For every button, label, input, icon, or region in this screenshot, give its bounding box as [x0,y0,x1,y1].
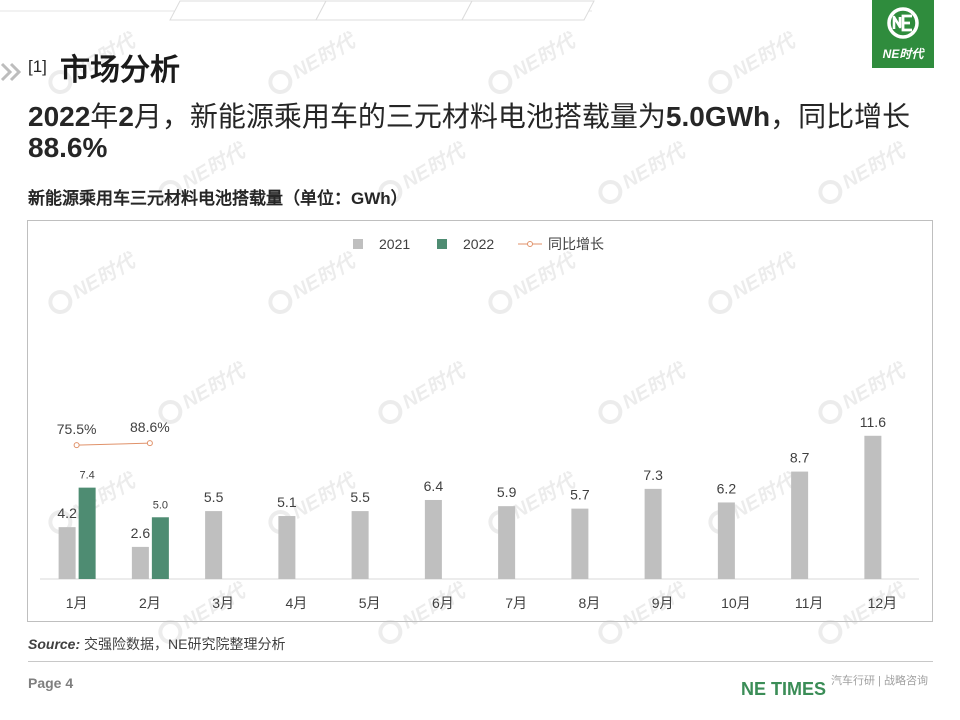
bar-2021-3 [205,511,223,579]
x-tick-label: 1月 [66,595,88,611]
logo-ring [887,7,919,39]
bar-2021-1 [58,527,76,579]
watermark-text: NE时代 [508,30,579,84]
x-tick-label: 9月 [652,595,674,611]
bar-data-label: 6.4 [424,478,444,494]
bar-data-label: 6.2 [717,480,737,496]
logo-letter-n [892,15,902,29]
logo: NE时代 [872,0,934,68]
line-data-label: 75.5% [57,421,97,437]
watermark-logo-icon [703,65,737,99]
bar-2022-2 [151,517,169,579]
x-tick-label: 4月 [285,595,307,611]
bar-2022-1 [78,487,96,579]
x-tick-label: 5月 [359,595,381,611]
headline-part: 月，新能源乘用车的三元材料电池搭载量为 [133,101,666,132]
line-point [146,440,153,447]
footer-tagline: 汽车行研 | 战略咨询 [831,675,928,687]
bar-2021-8 [571,508,589,579]
x-tick-label: 2月 [139,595,161,611]
section-number: [1] [28,57,47,76]
watermark-logo-icon [483,65,517,99]
x-tick-label: 8月 [578,595,600,611]
page-number: Page 4 [28,675,74,691]
header-decor-tab [461,0,595,21]
legend-swatch-1 [353,239,363,249]
line-point [73,442,80,449]
bar-data-label: 8.7 [790,450,810,466]
x-tick-label: 10月 [721,595,751,611]
bar-data-label: 5.0 [153,499,168,511]
watermark-logo-icon [593,175,627,209]
source-label: Source: [28,636,81,652]
bar-2021-7 [498,506,516,579]
legend-label-2: 2022 [463,236,494,252]
x-tick-label: 12月 [868,595,898,611]
headline-part: 2022 [28,101,91,132]
bar-2021-11 [791,471,809,579]
watermark-logo-icon [813,175,847,209]
bar-data-label: 5.9 [497,484,517,500]
watermark-text: NE时代 [728,30,799,84]
bar-data-label: 5.5 [350,489,370,505]
bar-2021-12 [864,435,882,579]
x-tick-label: 6月 [432,595,454,611]
headline-part: 88.6% [28,132,108,163]
bar-2021-10 [717,502,735,579]
bar-data-label: 5.5 [204,489,224,505]
bar-2021-9 [644,488,662,579]
headline-part: ，同比增长 [770,101,911,132]
bar-data-label: 7.3 [643,467,663,483]
line-yoy-growth [76,442,150,446]
watermark-logo-icon [263,65,297,99]
ne-logo-icon [887,7,919,39]
bar-2021-2 [131,546,149,579]
chevron-double-right-icon [0,62,22,82]
bar-data-label: 5.1 [277,494,297,510]
watermark-text: NE时代 [288,30,359,84]
x-tick-label: 7月 [505,595,527,611]
headline-part: 年 [90,101,119,132]
logo-text: NE时代 [882,47,924,61]
legend-label-3: 同比增长 [548,236,604,252]
footer-divider [28,661,933,662]
chart: 4.2 2.6 5.5 5.1 5.5 6.4 5.9 5.7 7.3 6.2 8.7 11.6 7.4… [40,236,919,611]
bar-data-label: 4.2 [57,505,77,521]
bar-data-label: 5.7 [570,487,590,503]
headline-part: 2 [118,101,134,132]
line-data-label: 88.6% [130,419,170,435]
chevron-stroke [9,62,22,82]
watermark: NE时代 [702,23,807,101]
chart-title: 新能源乘用车三元材料电池搭载量（单位：GWh） [28,189,408,208]
bar-2021-6 [424,499,442,579]
legend-label-1: 2021 [379,236,410,252]
header-decor-tab [169,0,327,21]
footer-brand: NE TIMES [741,679,827,699]
headline-part: 5.0GWh [665,101,771,132]
section-title: 市场分析 [60,54,180,87]
x-tick-label: 3月 [212,595,234,611]
bar-data-label: 11.6 [860,414,886,430]
source-text: 交强险数据，NE研究院整理分析 [84,636,286,652]
bar-2021-5 [351,511,369,579]
legend-swatch-2 [437,239,447,249]
chevron-stroke [0,62,13,82]
bar-data-label: 7.4 [79,470,94,482]
x-tick-label: 11月 [795,595,824,611]
chart-frame: 4.2 2.6 5.5 5.1 5.5 6.4 5.9 5.7 7.3 6.2 8.7 11.6 7.4… [27,220,933,622]
header-decor [0,0,595,21]
bar-data-label: 2.6 [131,525,151,541]
bar-2021-4 [278,516,296,579]
logo-letter-e [901,14,912,32]
watermark: NE时代 [482,23,587,101]
source-note: Source: 交强险数据，NE研究院整理分析 [28,635,285,653]
header-decor-tab [315,0,473,21]
headline: 2022年2月，新能源乘用车的三元材料电池搭载量为5.0GWh，同比增长 88.6… [28,101,938,163]
legend-marker-3 [527,241,533,247]
watermark: NE时代 [262,23,367,101]
